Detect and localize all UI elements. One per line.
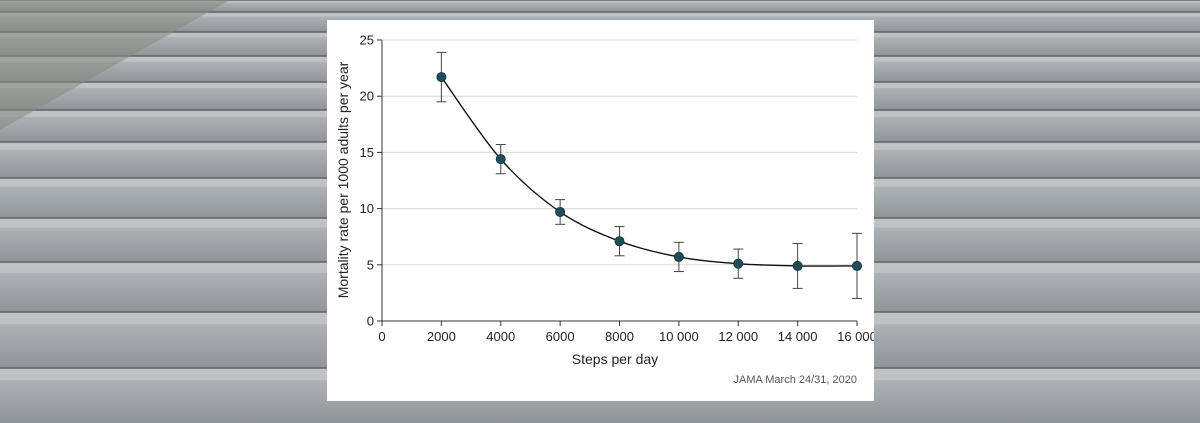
stair-tread <box>0 12 1200 17</box>
source-caption: JAMA March 24/31, 2020 <box>733 374 857 386</box>
y-tick-label: 10 <box>360 201 374 216</box>
y-tick-label: 5 <box>367 257 374 272</box>
x-tick-label: 2000 <box>427 329 456 344</box>
mortality-chart: 0 5 10 15 20 25 0 2000 4000 6000 8000 10 000 12 000 1… <box>335 33 874 387</box>
x-tick-label: 12 000 <box>718 329 758 344</box>
x-tick-label: 6000 <box>546 329 575 344</box>
data-point <box>495 154 506 165</box>
x-tick-label: 16 000 <box>837 329 874 344</box>
data-point <box>436 72 447 83</box>
x-tick-label: 14 000 <box>778 329 818 344</box>
y-tick-label: 0 <box>367 314 374 329</box>
stair-step <box>0 0 1200 12</box>
y-tick-label: 20 <box>360 89 374 104</box>
data-point <box>673 251 684 262</box>
data-point <box>614 236 625 247</box>
data-point <box>852 260 863 271</box>
data-point <box>733 258 744 269</box>
data-point <box>792 260 803 271</box>
x-tick-label: 10 000 <box>659 329 699 344</box>
y-axis-title: Mortality rate per 1000 adults per year <box>335 61 351 298</box>
chart-panel: 0 5 10 15 20 25 0 2000 4000 6000 8000 10 000 12 000 1… <box>327 20 874 401</box>
x-axis-title: Steps per day <box>572 351 658 367</box>
x-tick-label: 0 <box>378 329 385 344</box>
stair-tread <box>0 0 1200 3</box>
x-tick-label: 8000 <box>605 329 634 344</box>
y-tick-label: 25 <box>360 33 374 48</box>
series-line <box>440 76 858 267</box>
y-tick-label: 15 <box>360 145 374 160</box>
x-tick-label: 4000 <box>486 329 515 344</box>
data-point <box>555 206 566 217</box>
